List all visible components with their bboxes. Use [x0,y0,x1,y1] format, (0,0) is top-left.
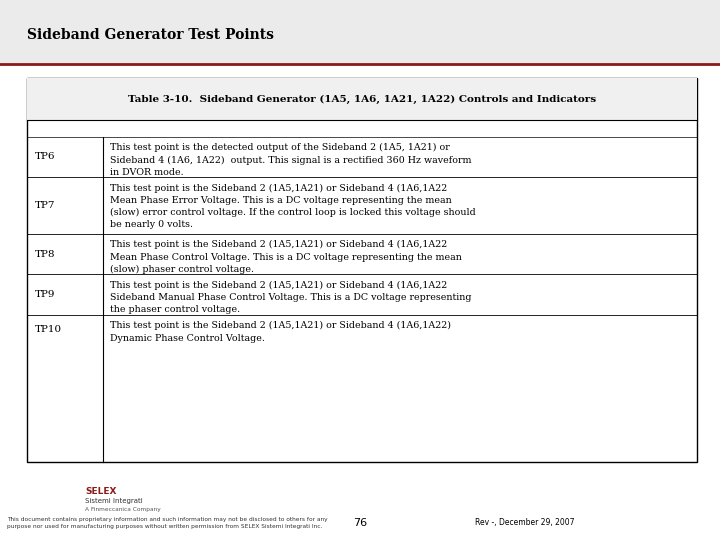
Text: TP9: TP9 [35,290,55,299]
Polygon shape [676,471,714,522]
Polygon shape [610,471,647,522]
Polygon shape [626,471,664,522]
Text: This test point is the Sideband 2 (1A5,1A21) or Sideband 4 (1A6,1A22
Mean Phase : This test point is the Sideband 2 (1A5,1… [110,240,462,274]
Text: SELEX: SELEX [85,487,117,496]
Text: A Finmeccanica Company: A Finmeccanica Company [85,507,161,512]
Polygon shape [693,471,720,522]
Text: higher thinking.: higher thinking. [640,508,696,514]
Text: TP7: TP7 [35,201,55,210]
Text: Rev -, December 29, 2007: Rev -, December 29, 2007 [475,518,575,527]
Text: TP8: TP8 [35,249,55,259]
Text: Table 3-10.  Sideband Generator (1A5, 1A6, 1A21, 1A22) Controls and Indicators: Table 3-10. Sideband Generator (1A5, 1A6… [128,95,596,104]
Text: FINMECCANICA: FINMECCANICA [641,519,695,524]
Text: Sistemi Integrati: Sistemi Integrati [85,498,143,504]
Text: TP10: TP10 [35,325,62,334]
Text: 76: 76 [353,518,367,528]
Polygon shape [709,471,720,522]
Text: This test point is the Sideband 2 (1A5,1A21) or Sideband 4 (1A6,1A22
Sideband Ma: This test point is the Sideband 2 (1A5,1… [110,281,472,314]
Text: This test point is the Sideband 2 (1A5,1A21) or Sideband 4 (1A6,1A22)
Dynamic Ph: This test point is the Sideband 2 (1A5,1… [110,321,451,342]
Polygon shape [643,471,680,522]
Text: Sideband Generator Test Points: Sideband Generator Test Points [27,28,274,42]
Text: TP6: TP6 [35,152,55,161]
Text: This test point is the detected output of the Sideband 2 (1A5, 1A21) or
Sideband: This test point is the detected output o… [110,143,472,177]
Text: This test point is the Sideband 2 (1A5,1A21) or Sideband 4 (1A6,1A22
Mean Phase : This test point is the Sideband 2 (1A5,1… [110,184,476,230]
Text: This document contains proprietary information and such information may not be d: This document contains proprietary infor… [7,517,328,529]
Polygon shape [660,471,697,522]
Bar [626,471,709,522]
